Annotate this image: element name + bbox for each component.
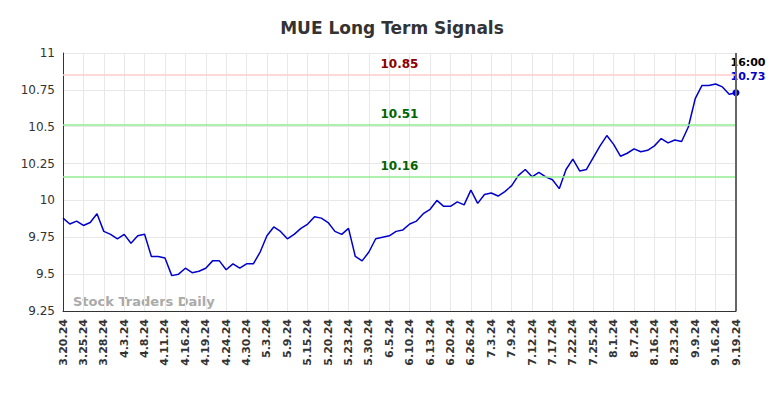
svg-text:4.19.24: 4.19.24 — [199, 319, 212, 366]
svg-text:10.5: 10.5 — [28, 120, 55, 134]
svg-text:4.3.24: 4.3.24 — [118, 319, 131, 358]
svg-text:8.23.24: 8.23.24 — [668, 319, 681, 366]
svg-text:9.25: 9.25 — [28, 304, 55, 318]
svg-text:8.1.24: 8.1.24 — [607, 319, 620, 358]
svg-text:8.16.24: 8.16.24 — [648, 319, 661, 366]
svg-text:4.30.24: 4.30.24 — [240, 319, 253, 366]
svg-text:4.24.24: 4.24.24 — [220, 319, 233, 366]
svg-text:4.8.24: 4.8.24 — [138, 319, 151, 358]
svg-text:10: 10 — [40, 193, 55, 207]
svg-text:9.75: 9.75 — [28, 230, 55, 244]
svg-text:9.16.24: 9.16.24 — [709, 319, 722, 366]
svg-text:5.20.24: 5.20.24 — [322, 319, 335, 366]
svg-text:5.15.24: 5.15.24 — [301, 319, 314, 366]
svg-text:10.75: 10.75 — [21, 83, 55, 97]
svg-text:10.25: 10.25 — [21, 157, 55, 171]
svg-text:6.26.24: 6.26.24 — [464, 319, 477, 366]
svg-text:7.12.24: 7.12.24 — [526, 319, 539, 366]
svg-text:9.9.24: 9.9.24 — [689, 319, 702, 358]
svg-text:9.5: 9.5 — [36, 267, 55, 281]
svg-text:5.30.24: 5.30.24 — [362, 319, 375, 366]
svg-text:MUE Long Term Signals: MUE Long Term Signals — [280, 18, 504, 38]
svg-text:10.51: 10.51 — [381, 107, 419, 121]
svg-text:11: 11 — [40, 46, 55, 60]
svg-text:5.9.24: 5.9.24 — [281, 319, 294, 358]
svg-text:10.16: 10.16 — [381, 159, 419, 173]
svg-text:6.5.24: 6.5.24 — [383, 319, 396, 358]
svg-text:3.25.24: 3.25.24 — [77, 319, 90, 366]
svg-text:7.22.24: 7.22.24 — [566, 319, 579, 366]
svg-text:5.3.24: 5.3.24 — [260, 319, 273, 358]
svg-text:7.17.24: 7.17.24 — [546, 319, 559, 366]
svg-text:10.85: 10.85 — [381, 57, 419, 71]
svg-text:6.10.24: 6.10.24 — [403, 319, 416, 366]
svg-text:8.7.24: 8.7.24 — [628, 319, 641, 358]
svg-text:Stock Traders Daily: Stock Traders Daily — [73, 294, 215, 309]
svg-text:9.19.24: 9.19.24 — [730, 319, 743, 366]
svg-text:5.23.24: 5.23.24 — [342, 319, 355, 366]
svg-text:16:00: 16:00 — [730, 55, 766, 69]
svg-text:7.3.24: 7.3.24 — [485, 319, 498, 358]
svg-text:3.20.24: 3.20.24 — [57, 319, 70, 366]
svg-text:4.11.24: 4.11.24 — [158, 319, 171, 366]
svg-text:10.73: 10.73 — [730, 69, 766, 83]
svg-text:4.16.24: 4.16.24 — [179, 319, 192, 366]
svg-text:7.25.24: 7.25.24 — [587, 319, 600, 366]
svg-text:6.20.24: 6.20.24 — [444, 319, 457, 366]
svg-text:7.9.24: 7.9.24 — [505, 319, 518, 358]
svg-text:3.28.24: 3.28.24 — [97, 319, 110, 366]
svg-text:6.13.24: 6.13.24 — [424, 319, 437, 366]
